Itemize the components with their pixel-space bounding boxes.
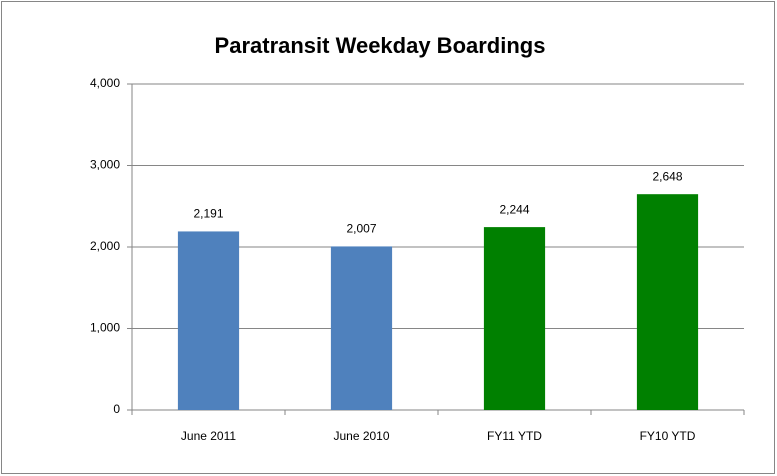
x-tick-label: FY11 YTD	[487, 429, 542, 443]
y-tick-label: 0	[113, 402, 120, 416]
y-tick-label: 1,000	[90, 321, 120, 335]
bar	[483, 227, 546, 410]
x-tick-label: FY10 YTD	[640, 429, 696, 443]
data-label: 2,244	[499, 202, 529, 216]
data-label: 2,007	[346, 222, 376, 236]
x-tick-label: June 2010	[333, 429, 389, 443]
y-tick-label: 3,000	[90, 158, 120, 172]
data-label: 2,191	[193, 207, 223, 221]
y-tick-label: 2,000	[90, 239, 120, 253]
x-tick-label: June 2011	[181, 429, 236, 443]
data-label: 2,648	[652, 169, 682, 183]
y-tick-label: 4,000	[90, 76, 120, 90]
bar	[177, 231, 240, 410]
chart-title: Paratransit Weekday Boardings	[215, 33, 546, 58]
bar	[636, 194, 699, 410]
bar	[330, 246, 393, 410]
